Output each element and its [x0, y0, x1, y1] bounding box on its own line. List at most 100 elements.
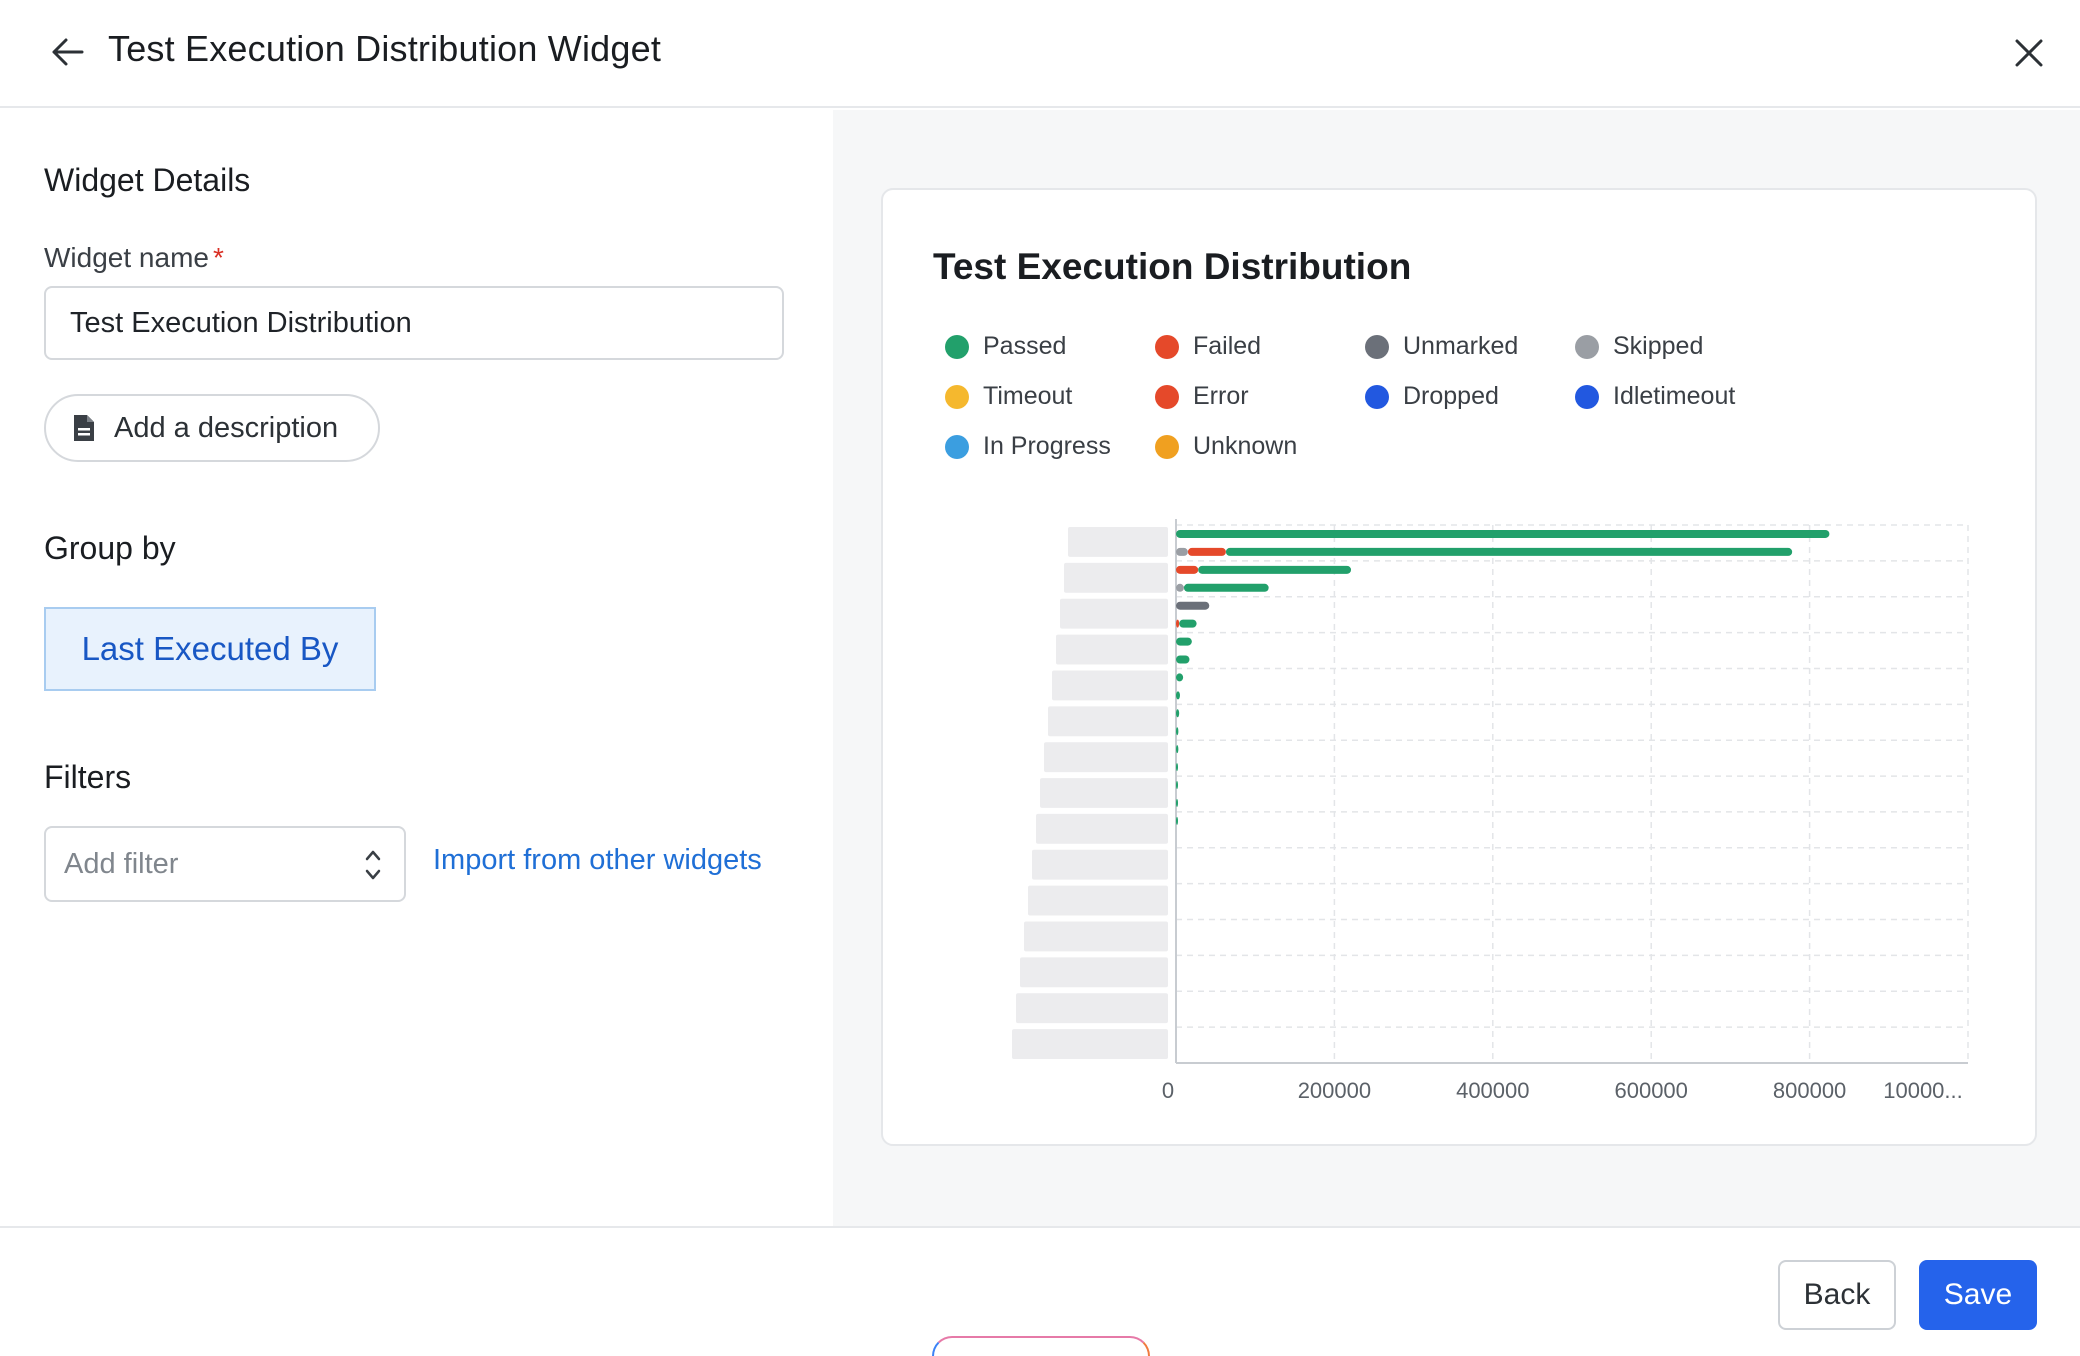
- bar-passed: [1176, 816, 1178, 825]
- add-description-label: Add a description: [114, 411, 339, 444]
- legend-label: Skipped: [1613, 332, 1704, 360]
- updown-chevron-icon: [365, 850, 381, 880]
- filters-heading: Filters: [44, 759, 132, 795]
- bar-failed: [1176, 619, 1180, 628]
- legend-error[interactable]: Error: [1155, 382, 1249, 411]
- back-arrow-icon[interactable]: [46, 30, 90, 74]
- close-icon[interactable]: [2006, 30, 2052, 76]
- category-label-redacted: [1028, 885, 1168, 916]
- legend-label: Unknown: [1193, 432, 1298, 460]
- bar-passed: [1176, 798, 1178, 807]
- x-tick-label: 200000: [1298, 1078, 1371, 1103]
- x-tick-label: 10000...: [1883, 1078, 1963, 1103]
- legend-timeout[interactable]: Timeout: [945, 382, 1072, 411]
- bar-failed: [1187, 547, 1226, 556]
- preview-card: Test Execution Distribution Passed Faile…: [881, 188, 2037, 1146]
- category-label-redacted: [1020, 957, 1168, 988]
- legend-label: Failed: [1193, 332, 1262, 360]
- legend-dot: [1365, 384, 1389, 409]
- add-description-button[interactable]: Add a description: [44, 394, 380, 462]
- legend-unmarked[interactable]: Unmarked: [1365, 332, 1518, 361]
- bar-skipped: [1176, 583, 1184, 592]
- legend-label: Timeout: [983, 382, 1073, 410]
- legend-dot: [1155, 334, 1179, 359]
- bar-passed: [1176, 781, 1178, 790]
- legend-dot: [945, 384, 969, 409]
- footer: Back Save: [0, 1226, 2080, 1356]
- bar-skipped: [1176, 547, 1188, 556]
- category-label-redacted: [1064, 562, 1168, 593]
- x-tick-label: 0: [1162, 1078, 1174, 1103]
- bar-passed: [1198, 565, 1352, 574]
- bar-passed: [1176, 637, 1192, 646]
- widget-details-heading: Widget Details: [44, 162, 251, 198]
- header: Test Execution Distribution Widget: [0, 0, 2080, 108]
- category-label-redacted: [1024, 921, 1168, 952]
- legend-unknown[interactable]: Unknown: [1155, 432, 1297, 461]
- bar-passed: [1176, 691, 1180, 700]
- category-label-redacted: [1016, 993, 1168, 1024]
- import-from-widgets-link[interactable]: Import from other widgets: [433, 844, 762, 876]
- chart-title: Test Execution Distribution: [933, 246, 1412, 287]
- legend-label: In Progress: [983, 432, 1111, 460]
- legend-dropped[interactable]: Dropped: [1365, 382, 1499, 411]
- legend-passed[interactable]: Passed: [945, 332, 1066, 361]
- add-filter-placeholder: Add filter: [64, 847, 179, 880]
- legend-dot: [945, 334, 969, 359]
- bar-passed: [1176, 673, 1184, 682]
- category-label-redacted: [1032, 849, 1168, 880]
- category-label-redacted: [1040, 778, 1168, 808]
- x-tick-label: 800000: [1773, 1078, 1846, 1103]
- legend-dot: [1365, 334, 1389, 359]
- page-title: Test Execution Distribution Widget: [108, 28, 662, 69]
- back-button[interactable]: Back: [1778, 1260, 1896, 1330]
- bar-passed: [1176, 763, 1178, 772]
- bar-passed: [1176, 709, 1180, 718]
- bar-passed: [1176, 655, 1190, 664]
- bar-passed: [1176, 745, 1179, 754]
- preview-panel: Test Execution Distribution Passed Faile…: [833, 110, 2080, 1226]
- category-label-redacted: [1052, 670, 1168, 701]
- floating-pill[interactable]: [932, 1336, 1150, 1356]
- widget-name-label: Widget name *: [44, 242, 224, 274]
- group-by-heading: Group by: [44, 530, 176, 566]
- category-label-redacted: [1048, 706, 1168, 737]
- legend-dot: [945, 434, 969, 459]
- legend-skipped[interactable]: Skipped: [1575, 332, 1703, 361]
- legend-idletimeout[interactable]: Idletimeout: [1575, 382, 1735, 411]
- x-tick-label: 600000: [1614, 1078, 1687, 1103]
- bar-passed: [1183, 583, 1269, 592]
- legend-label: Dropped: [1403, 382, 1499, 410]
- legend-dot: [1155, 434, 1179, 459]
- legend-failed[interactable]: Failed: [1155, 332, 1261, 361]
- widget-name-label-text: Widget name: [44, 242, 209, 273]
- legend-label: Unmarked: [1403, 332, 1519, 360]
- bar-failed: [1176, 565, 1199, 574]
- legend-in-progress[interactable]: In Progress: [945, 432, 1111, 461]
- group-by-option[interactable]: Last Executed By: [44, 607, 376, 691]
- category-label-redacted: [1068, 527, 1168, 557]
- add-filter-select[interactable]: Add filter: [44, 826, 406, 902]
- bar-passed: [1176, 529, 1830, 538]
- bar-passed: [1179, 619, 1197, 628]
- x-tick-label: 400000: [1456, 1078, 1529, 1103]
- category-label-redacted: [1044, 742, 1168, 773]
- bar-passed: [1225, 547, 1793, 556]
- document-icon: [74, 415, 94, 441]
- legend-dot: [1575, 384, 1599, 409]
- bar-chart: 0 200000 400000 600000 800000 10000...: [1012, 519, 1969, 1103]
- widget-config-panel: Widget Details Widget name* Add a descri…: [0, 110, 833, 1226]
- save-button[interactable]: Save: [1919, 1260, 2037, 1330]
- group-by-option-label: Last Executed By: [81, 630, 339, 667]
- widget-name-input[interactable]: [44, 286, 784, 360]
- category-label-redacted: [1012, 1029, 1168, 1059]
- required-mark: *: [212, 242, 224, 273]
- legend-label: Idletimeout: [1613, 382, 1736, 410]
- category-label-redacted: [1036, 813, 1168, 844]
- legend-label: Error: [1193, 382, 1249, 410]
- legend-dot: [1575, 334, 1599, 359]
- legend-dot: [1155, 384, 1179, 409]
- category-label-redacted: [1056, 634, 1168, 665]
- category-label-redacted: [1060, 598, 1168, 629]
- bar-unmarked: [1176, 601, 1210, 610]
